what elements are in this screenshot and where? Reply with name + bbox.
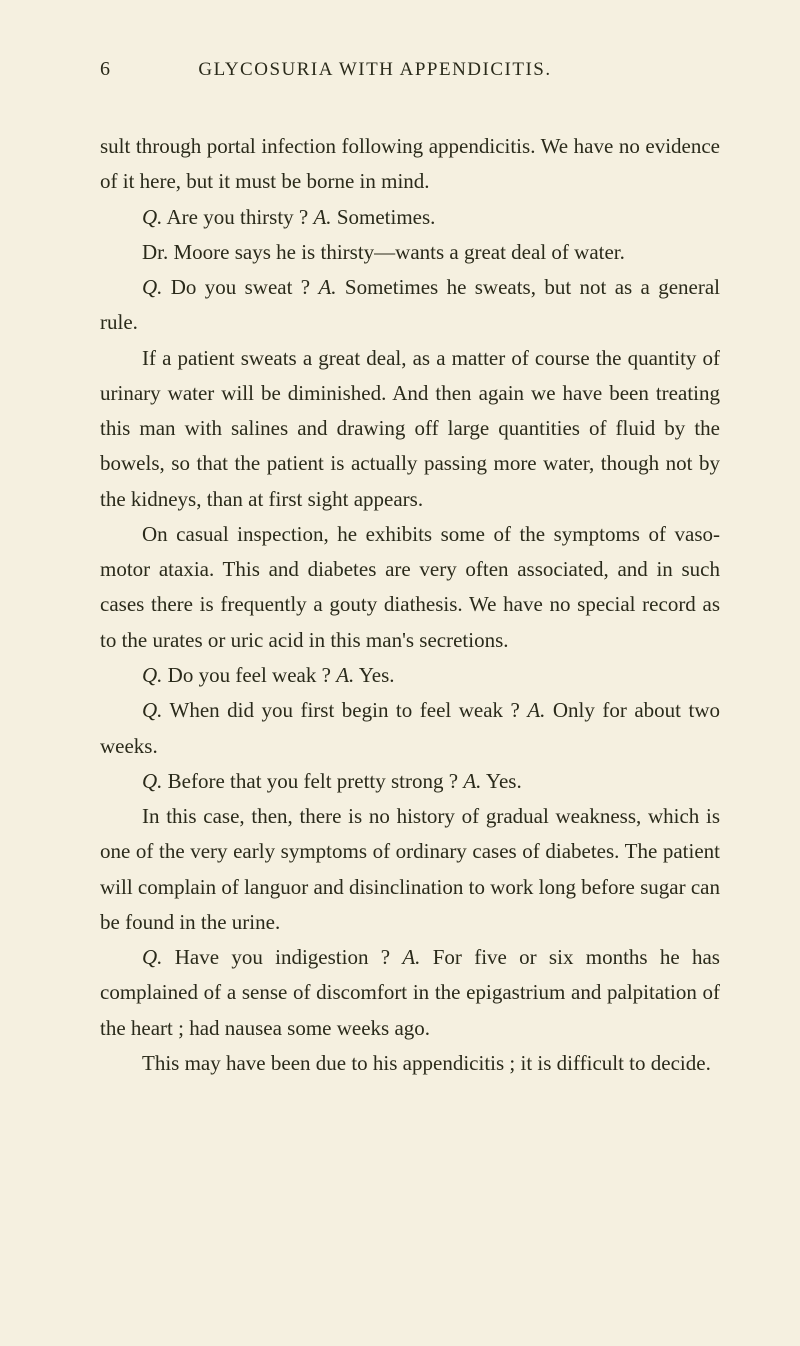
a-label: A. [318,275,336,299]
body-content: sult through portal infection following … [100,129,720,1081]
q-text: Have you indigestion ? [162,945,402,969]
a-label: A. [336,663,354,687]
a-label: A. [527,698,545,722]
paragraph-3: Dr. Moore says he is thirsty—wants a gre… [100,235,720,270]
paragraph-8: Q. When did you first begin to feel weak… [100,693,720,764]
paragraph-11: Q. Have you indigestion ? A. For five or… [100,940,720,1046]
paragraph-6: On casual inspection, he exhibits some o… [100,517,720,658]
q-text: Do you feel weak ? [162,663,336,687]
paragraph-9: Q. Before that you felt pretty strong ? … [100,764,720,799]
q-label: Q. [142,698,162,722]
paragraph-2: Q. Are you thirsty ? A. Sometimes. [100,200,720,235]
q-text: Before that you felt pretty strong ? [162,769,463,793]
q-label: Q. [142,275,162,299]
q-text: When did you first begin to feel weak ? [162,698,527,722]
page-header: 6 GLYCOSURIA WITH APPENDICITIS. [100,58,720,81]
a-label: A. [313,205,331,229]
a-text: Yes. [354,663,394,687]
q-label: Q. [142,205,162,229]
paragraph-7: Q. Do you feel weak ? A. Yes. [100,658,720,693]
paragraph-4: Q. Do you sweat ? A. Sometimes he sweats… [100,270,720,341]
paragraph-5: If a patient sweats a great deal, as a m… [100,341,720,517]
q-label: Q. [142,663,162,687]
paragraph-1: sult through portal infection following … [100,129,720,200]
a-text: Sometimes. [332,205,436,229]
paragraph-12: This may have been due to his appendicit… [100,1046,720,1081]
a-text: Yes. [481,769,521,793]
a-label: A. [463,769,481,793]
q-text: Do you sweat ? [162,275,318,299]
q-label: Q. [142,769,162,793]
a-label: A. [402,945,420,969]
q-text: Are you thirsty ? [162,205,313,229]
header-title: GLYCOSURIA WITH APPENDICITIS. [60,59,690,81]
q-label: Q. [142,945,162,969]
paragraph-10: In this case, then, there is no history … [100,799,720,940]
